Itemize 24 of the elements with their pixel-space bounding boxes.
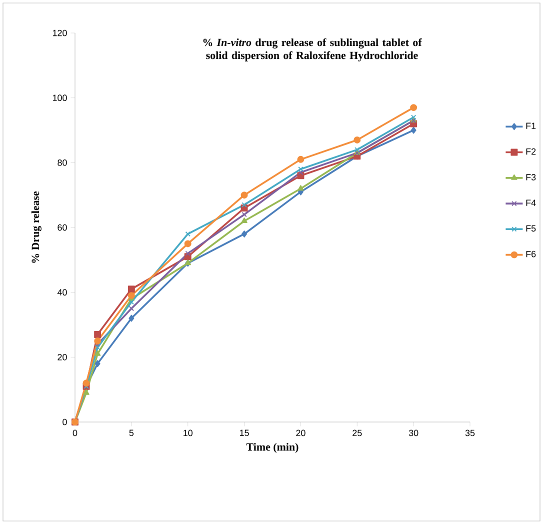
y-tick-label: 100 <box>52 94 67 102</box>
x-tick-label: 5 <box>129 430 134 436</box>
x-tick-label: 25 <box>352 430 362 436</box>
y-tick-label: 60 <box>58 224 67 231</box>
y-axis-title: % Drug release <box>31 191 42 263</box>
legend-label: F1 <box>526 122 536 129</box>
legend-label: F2 <box>526 148 536 155</box>
y-tick-label: 20 <box>58 354 67 360</box>
x-tick-label: 30 <box>408 430 418 436</box>
legend-label: F3 <box>526 174 536 180</box>
y-tick-label: 0 <box>62 418 67 426</box>
x-axis-title: Time (min) <box>246 442 298 453</box>
x-tick-label: 10 <box>184 430 192 436</box>
x-tick-label: 20 <box>296 430 306 436</box>
y-tick-label: 120 <box>52 30 67 36</box>
legend-label: F5 <box>526 225 536 232</box>
text: % In-vitro drug release of sublingual tablet of solid dispersion of Raloxifene Hydrochloride <box>203 38 422 62</box>
x-tick-label: 35 <box>465 430 475 436</box>
y-tick-label: 40 <box>57 289 67 296</box>
x-tick-label: 0 <box>72 430 78 436</box>
y-tick-label: 80 <box>58 159 67 166</box>
legend-label: F4 <box>526 200 536 206</box>
x-tick-label: 15 <box>240 430 249 436</box>
legend-label: F6 <box>526 250 536 258</box>
